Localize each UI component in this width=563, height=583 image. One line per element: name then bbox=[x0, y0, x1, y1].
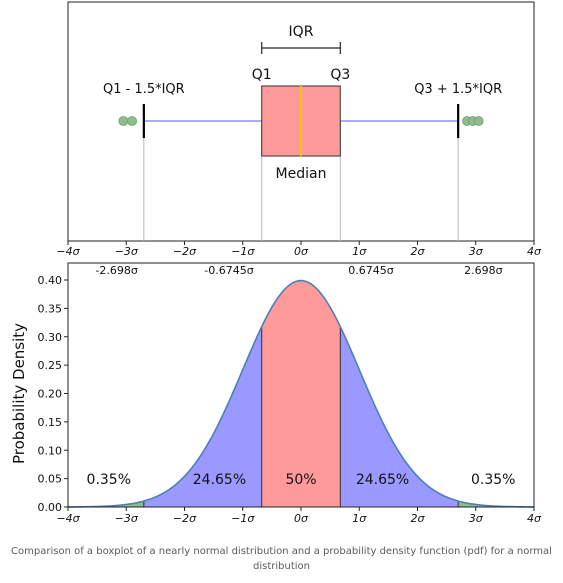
median-label: Median bbox=[276, 166, 327, 182]
bottom-x-tick-label: 2σ bbox=[411, 512, 426, 525]
upper-fence-label: Q3 + 1.5*IQR bbox=[414, 82, 502, 97]
figure-caption: Comparison of a boxplot of a nearly norm… bbox=[11, 546, 552, 572]
pdf-region-0 bbox=[68, 501, 144, 507]
region-percent-label: 0.35% bbox=[471, 472, 515, 488]
bottom-x-tick-label: 4σ bbox=[527, 512, 542, 525]
pdf-curve bbox=[67, 279, 535, 508]
y-axis-label: Probability Density bbox=[10, 323, 28, 464]
y-tick-label: 0.40 bbox=[38, 274, 63, 287]
top-x-tick-label: −2σ bbox=[173, 245, 197, 258]
top-x-tick-label: 4σ bbox=[527, 245, 542, 258]
reference-line-label: 2.698σ bbox=[464, 264, 502, 277]
top-x-tick-label: 2σ bbox=[411, 245, 426, 258]
reference-line-label: -0.6745σ bbox=[204, 264, 253, 277]
y-tick-label: 0.05 bbox=[38, 473, 63, 486]
bottom-x-tick-label: 3σ bbox=[469, 512, 484, 525]
region-percent-label: 50% bbox=[285, 472, 316, 488]
y-tick-label: 0.35 bbox=[38, 302, 63, 315]
top-x-tick-label: 0σ bbox=[294, 245, 309, 258]
region-percent-label: 0.35% bbox=[87, 472, 131, 488]
region-percent-label: 24.65% bbox=[193, 472, 246, 488]
bottom-x-tick-label: 1σ bbox=[352, 512, 367, 525]
top-x-tick-label: 3σ bbox=[469, 245, 484, 258]
bottom-x-tick-label: −2σ bbox=[173, 512, 197, 525]
region-percent-label: 24.65% bbox=[356, 472, 409, 488]
y-tick-label: 0.25 bbox=[38, 359, 63, 372]
y-tick-label: 0.15 bbox=[38, 416, 63, 429]
y-tick-label: 0.30 bbox=[38, 331, 63, 344]
bottom-x-tick-label: −1σ bbox=[231, 512, 255, 525]
bottom-x-tick-label: −4σ bbox=[56, 512, 80, 525]
top-x-tick-label: −4σ bbox=[56, 245, 80, 258]
outlier-point bbox=[118, 116, 129, 126]
top-x-tick-label: 1σ bbox=[352, 245, 367, 258]
iqr-label: IQR bbox=[289, 24, 314, 40]
q1-label: Q1 bbox=[252, 67, 272, 83]
outlier-point bbox=[473, 116, 484, 126]
bottom-x-tick-label: 0σ bbox=[294, 512, 309, 525]
pdf-region-1 bbox=[143, 326, 262, 507]
outlier-point bbox=[127, 116, 137, 126]
top-x-tick-label: −3σ bbox=[115, 245, 139, 258]
reference-line-label: 0.6745σ bbox=[348, 264, 393, 277]
y-tick-label: 0.10 bbox=[38, 444, 63, 457]
y-tick-label: 0.00 bbox=[38, 501, 63, 514]
pdf-region-4 bbox=[458, 501, 534, 507]
top-x-tick-label: −1σ bbox=[231, 245, 255, 258]
bottom-x-tick-label: −3σ bbox=[115, 512, 139, 525]
q3-label: Q3 bbox=[330, 67, 350, 83]
y-tick-label: 0.20 bbox=[38, 388, 63, 401]
pdf-region-2 bbox=[261, 280, 341, 507]
pdf-region-3 bbox=[340, 326, 459, 507]
reference-line-label: -2.698σ bbox=[95, 264, 137, 277]
lower-fence-label: Q1 - 1.5*IQR bbox=[103, 82, 185, 97]
